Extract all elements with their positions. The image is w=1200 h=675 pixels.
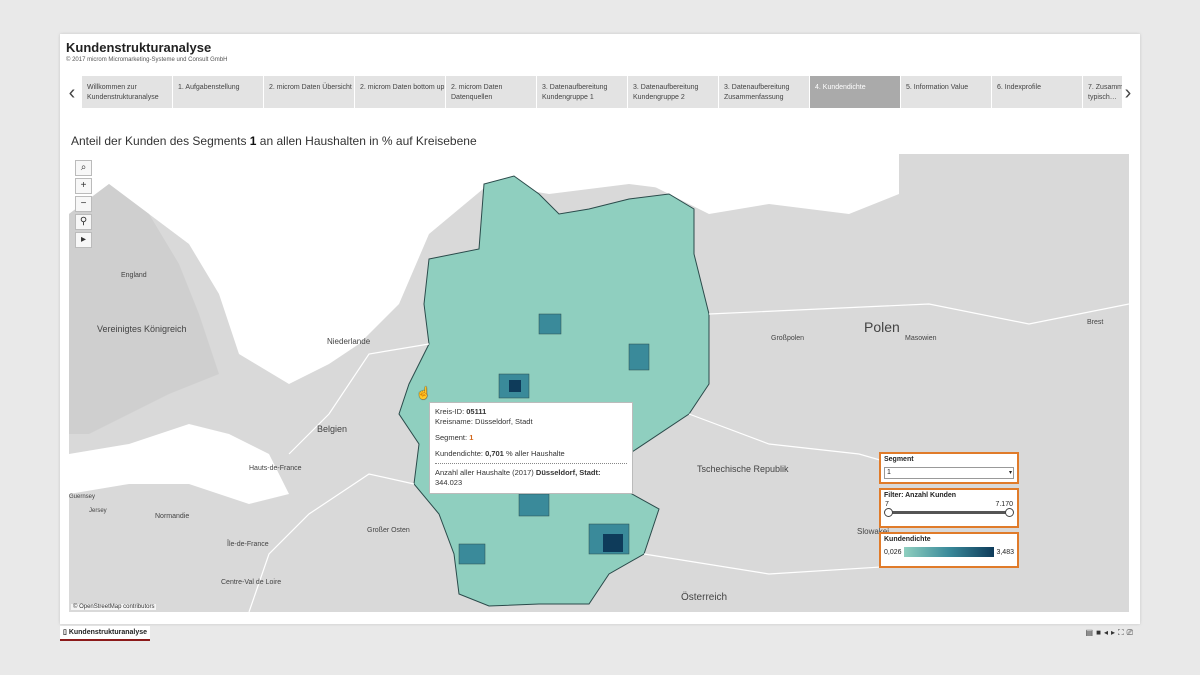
- hand-cursor-icon: ☝: [416, 386, 431, 400]
- copyright-text: © 2017 microm Micromarketing-Systeme und…: [66, 57, 228, 63]
- story-navigation: ‹ Willkommen zur Kundenstrukturanalyse 1.…: [60, 76, 1140, 110]
- slider-min: 7: [885, 501, 889, 508]
- book-icon: ▯: [63, 629, 67, 636]
- slider-handle-min[interactable]: [884, 508, 893, 517]
- customer-filter-title: Filter: Anzahl Kunden: [884, 492, 957, 499]
- segment-filter-panel: Segment 1 ▾: [879, 452, 1019, 484]
- map-label-grosspolen: Großpolen: [771, 335, 804, 342]
- choropleth-map[interactable]: England Vereinigtes Königreich Niederlan…: [69, 154, 1129, 612]
- map-label-jersey: Jersey: [89, 508, 107, 514]
- tab-10[interactable]: 6. Indexprofile: [992, 76, 1082, 108]
- tab-3[interactable]: 2. microm Daten bottom up: [355, 76, 445, 108]
- germany-region: [398, 175, 710, 607]
- map-label-pl: Polen: [864, 319, 900, 335]
- map-label-cvl: Centre-Val de Loire: [221, 579, 281, 586]
- map-label-paris: Großer Osten: [367, 527, 410, 534]
- map-tooltip: Kreis-ID: 05111 Kreisname: Düsseldorf, S…: [429, 402, 633, 494]
- share-icon[interactable]: ⎚: [1126, 628, 1136, 637]
- tab-1[interactable]: 1. Aufgabenstellung: [173, 76, 263, 108]
- prev-icon[interactable]: ◂: [1103, 628, 1111, 637]
- map-label-sk: Slowakei: [857, 527, 889, 536]
- tab-0[interactable]: Willkommen zur Kundenstrukturanalyse: [82, 76, 172, 108]
- tab-2[interactable]: 2. microm Daten Übersicht: [264, 76, 354, 108]
- next-icon[interactable]: ▸: [1110, 628, 1118, 637]
- tab-8[interactable]: 4. Kundendichte: [810, 76, 900, 108]
- map-label-idf: Île-de-France: [226, 539, 269, 548]
- channel: [69, 424, 289, 504]
- segment-select[interactable]: 1 ▾: [884, 467, 1014, 479]
- map-canvas: England Vereinigtes Königreich Niederlan…: [69, 154, 1129, 612]
- slider-handle-max[interactable]: [1005, 508, 1014, 517]
- map-label-be: Belgien: [317, 424, 347, 434]
- pin-icon[interactable]: ⚲: [75, 214, 92, 230]
- slider-max: 7.170: [995, 501, 1013, 508]
- chevron-left-icon[interactable]: ‹: [68, 82, 76, 104]
- bottom-bar: ▯ Kundenstrukturanalyse ▤■◂▸⛶⎚: [60, 626, 1140, 641]
- map-subtitle: Anteil der Kunden des Segments 1 an alle…: [71, 134, 477, 148]
- grid-icon[interactable]: ▤: [1085, 628, 1097, 637]
- play-icon[interactable]: ▸: [75, 232, 92, 248]
- uk-land: [69, 184, 219, 434]
- density-legend-title: Kundendichte: [884, 536, 931, 543]
- osm-attribution[interactable]: © OpenStreetMap contributors: [71, 604, 157, 610]
- map-label-england: England: [121, 272, 147, 279]
- viewer-controls: ▤■◂▸⛶⎚: [1086, 628, 1136, 638]
- tab-4[interactable]: 2. microm Daten Datenquellen: [446, 76, 536, 108]
- search-icon[interactable]: ⌕: [75, 160, 92, 176]
- tab-9[interactable]: 5. Information Value: [901, 76, 991, 108]
- story-tabs: Willkommen zur Kundenstrukturanalyse 1. A…: [82, 76, 1122, 110]
- map-toolbar: ⌕ + − ⚲ ▸: [75, 160, 92, 250]
- dashboard-frame: Kundenstrukturanalyse © 2017 microm Micr…: [60, 34, 1140, 624]
- chevron-down-icon: ▾: [1008, 470, 1012, 476]
- dashboard-title: Kundenstrukturanalyse: [66, 40, 212, 55]
- legend-max: 3,483: [996, 548, 1014, 556]
- tab-5[interactable]: 3. Datenaufbereitung Kundengruppe 1: [537, 76, 627, 108]
- segment-filter-title: Segment: [884, 456, 914, 463]
- map-label-hdf: Hauts-de-France: [249, 465, 302, 472]
- map-label-nl: Niederlande: [327, 337, 371, 346]
- fullscreen-icon[interactable]: ⛶: [1117, 628, 1127, 637]
- map-label-uk: Vereinigtes Königreich: [97, 324, 187, 334]
- color-ramp: [903, 547, 995, 557]
- tab-6[interactable]: 3. Datenaufbereitung Kundengruppe 2: [628, 76, 718, 108]
- zoom-in-icon[interactable]: +: [75, 178, 92, 194]
- map-label-masowien: Masowien: [905, 335, 937, 342]
- map-label-brest: Brest: [1087, 319, 1103, 326]
- tab-7[interactable]: 3. Datenaufbereitung Zusammenfassung: [719, 76, 809, 108]
- customer-range-slider[interactable]: [884, 508, 1014, 517]
- chevron-right-icon[interactable]: ›: [1124, 82, 1132, 104]
- map-label-cz: Tschechische Republik: [697, 464, 789, 474]
- tab-11[interactable]: 7. Zusamm… Der typisch…: [1083, 76, 1122, 108]
- map-label-normandie: Normandie: [155, 513, 189, 520]
- north-sea: [69, 154, 709, 384]
- sheet-tab-kundenstrukturanalyse[interactable]: ▯ Kundenstrukturanalyse: [60, 626, 150, 641]
- baltic-sea: [589, 154, 899, 214]
- legend-min: 0,026: [884, 548, 902, 556]
- map-label-at: Österreich: [681, 591, 727, 603]
- density-legend-panel: Kundendichte 0,026 3,483: [879, 532, 1019, 568]
- zoom-out-icon[interactable]: −: [75, 196, 92, 212]
- map-label-guernsey: Guernsey: [69, 494, 95, 500]
- customer-count-filter-panel: Filter: Anzahl Kunden 7 7.170: [879, 488, 1019, 528]
- square-icon[interactable]: ■: [1096, 628, 1104, 637]
